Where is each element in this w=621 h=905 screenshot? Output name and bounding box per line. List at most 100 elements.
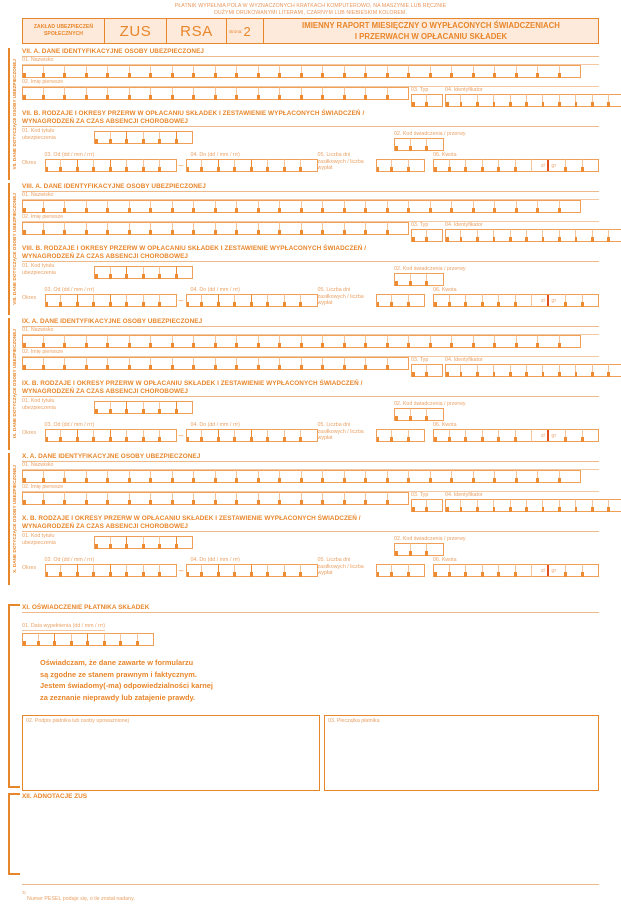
comb-cell[interactable] (106, 222, 130, 235)
signature-box[interactable]: 02. Podpis płatnika lub osoby upoważnion… (22, 715, 320, 791)
comb-cell[interactable] (235, 87, 259, 100)
comb-cell[interactable] (375, 429, 392, 443)
comb-cell[interactable] (385, 357, 409, 370)
comb-cell[interactable] (192, 200, 216, 213)
comb-cell[interactable] (75, 159, 94, 173)
comb-cell[interactable] (428, 470, 452, 483)
comb-cell[interactable] (84, 470, 108, 483)
comb-cell[interactable] (216, 429, 235, 443)
comb-cell[interactable] (564, 294, 583, 308)
comb-cell[interactable] (22, 335, 44, 348)
comb-cell[interactable] (590, 364, 609, 377)
comb-cell[interactable] (408, 138, 427, 152)
comb-cell[interactable] (141, 266, 160, 280)
comb-cell[interactable] (63, 87, 87, 100)
comb-cell[interactable] (607, 94, 621, 107)
comb-cell[interactable] (278, 470, 302, 483)
comb-cell[interactable] (299, 87, 323, 100)
comb-cell[interactable] (141, 294, 160, 308)
comb-cell[interactable] (428, 200, 452, 213)
comb-cell[interactable] (525, 499, 544, 512)
comb-cell[interactable] (94, 131, 111, 145)
comb-cell[interactable] (149, 222, 173, 235)
comb-cell[interactable] (450, 200, 474, 213)
comb-cell[interactable] (256, 470, 280, 483)
comb-cell[interactable] (158, 294, 177, 308)
comb-cell[interactable] (342, 222, 366, 235)
comb-cell[interactable] (557, 200, 581, 213)
comb-cell[interactable] (282, 159, 301, 173)
comb-cell[interactable] (450, 335, 474, 348)
comb-cell[interactable] (433, 564, 450, 578)
comb-cell[interactable] (445, 364, 462, 377)
comb-cell[interactable] (321, 335, 345, 348)
comb-cell[interactable] (170, 222, 194, 235)
comb-cell[interactable] (299, 222, 323, 235)
comb-cell[interactable] (127, 335, 151, 348)
comb-cell[interactable] (411, 94, 427, 107)
comb-cell[interactable] (59, 429, 78, 443)
comb-cell[interactable] (135, 633, 154, 646)
comb-cell[interactable] (493, 470, 517, 483)
comb-cell[interactable] (266, 159, 285, 173)
date-do-input[interactable] (185, 294, 318, 308)
comb-cell[interactable] (513, 429, 532, 443)
comb-cell[interactable] (574, 94, 593, 107)
comb-cell[interactable] (41, 65, 65, 78)
comb-cell[interactable] (92, 429, 111, 443)
comb-cell[interactable] (158, 429, 177, 443)
comb-cell[interactable] (342, 470, 366, 483)
comb-cell[interactable] (94, 401, 111, 415)
comb-cell[interactable] (158, 536, 177, 550)
comb-cell[interactable] (22, 222, 44, 235)
comb-cell[interactable] (299, 159, 318, 173)
comb-cell[interactable] (480, 159, 499, 173)
comb-cell[interactable] (299, 564, 318, 578)
comb-cell[interactable] (233, 159, 252, 173)
imie-input[interactable] (22, 357, 409, 370)
comb-cell[interactable] (476, 94, 495, 107)
comb-cell[interactable] (558, 94, 577, 107)
comb-cell[interactable] (59, 159, 78, 173)
comb-cell[interactable] (278, 222, 302, 235)
comb-cell[interactable] (558, 364, 577, 377)
comb-cell[interactable] (425, 229, 443, 242)
nazwisko-input[interactable] (22, 470, 599, 483)
typ-input[interactable] (411, 499, 443, 512)
liczba-dni-input[interactable] (375, 294, 425, 308)
comb-cell[interactable] (480, 564, 499, 578)
comb-cell[interactable] (149, 200, 173, 213)
comb-cell[interactable] (406, 429, 425, 443)
comb-cell[interactable] (170, 492, 194, 505)
comb-cell[interactable] (127, 470, 151, 483)
comb-cell[interactable] (108, 536, 127, 550)
comb-cell[interactable] (213, 335, 237, 348)
comb-cell[interactable] (84, 335, 108, 348)
comb-cell[interactable] (536, 335, 560, 348)
comb-cell[interactable] (425, 138, 444, 152)
comb-cell[interactable] (84, 65, 108, 78)
comb-cell[interactable] (233, 564, 252, 578)
comb-cell[interactable] (174, 536, 193, 550)
comb-cell[interactable] (407, 200, 431, 213)
comb-cell[interactable] (497, 564, 516, 578)
comb-cell[interactable] (536, 200, 560, 213)
comb-cell[interactable] (459, 364, 478, 377)
comb-cell[interactable] (235, 222, 259, 235)
comb-cell[interactable] (192, 470, 216, 483)
comb-cell[interactable] (299, 335, 323, 348)
kod-swiadczenia-input[interactable] (394, 408, 599, 422)
comb-cell[interactable] (22, 200, 44, 213)
liczba-dni-input[interactable] (375, 564, 425, 578)
comb-cell[interactable] (514, 470, 538, 483)
typ-input[interactable] (411, 229, 443, 242)
comb-cell[interactable] (125, 536, 144, 550)
comb-cell[interactable] (249, 429, 268, 443)
comb-cell[interactable] (125, 266, 144, 280)
comb-cell[interactable] (433, 159, 450, 173)
comb-cell[interactable] (464, 294, 483, 308)
comb-cell[interactable] (108, 266, 127, 280)
comb-cell[interactable] (514, 65, 538, 78)
comb-cell[interactable] (445, 94, 462, 107)
comb-cell[interactable] (149, 335, 173, 348)
